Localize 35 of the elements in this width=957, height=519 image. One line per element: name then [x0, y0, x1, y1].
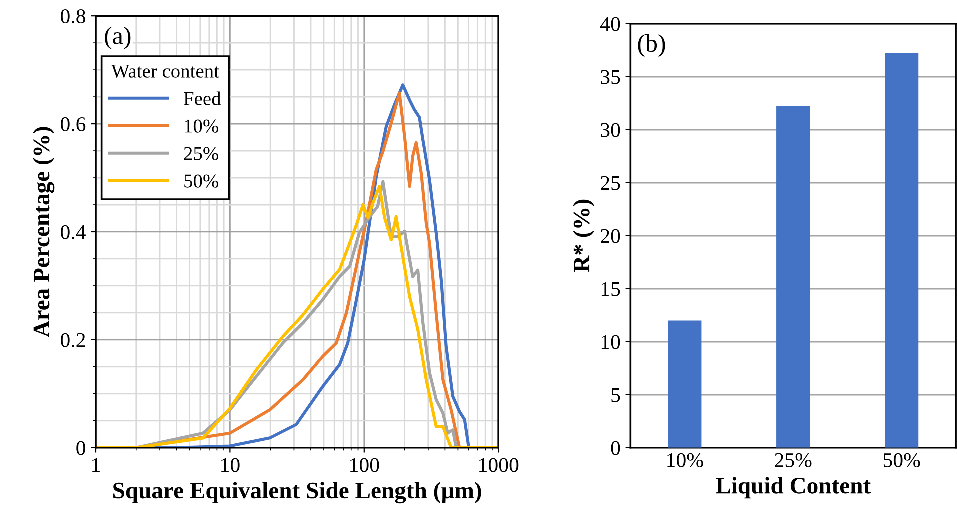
y-tick-label: 40 — [600, 17, 620, 32]
legend-title: Water content — [111, 65, 220, 78]
legend-label: 10% — [185, 120, 218, 133]
y-tick-label: 30 — [601, 123, 620, 138]
x-axis-title: Liquid Content — [716, 477, 871, 499]
x-tick-label: 1000 — [480, 458, 519, 472]
x-tick-label: 10% — [668, 453, 704, 468]
x-tick-label: 50% — [884, 453, 920, 468]
x-tick-label: 25% — [775, 453, 812, 468]
annotation: (a) — [105, 26, 131, 50]
y-axis-title: R* (%) — [573, 200, 595, 273]
y-tick-label: 10 — [602, 335, 620, 350]
bar — [885, 54, 919, 448]
bar — [668, 320, 702, 448]
x-tick-label: 10 — [222, 458, 240, 472]
y-tick-label: 0.6 — [61, 117, 86, 132]
bar — [776, 106, 810, 448]
y-tick-label: 0.8 — [61, 9, 86, 24]
y-tick-label: 0 — [611, 441, 620, 456]
y-axis-title: Area Percentage (%) — [33, 127, 55, 338]
y-tick-label: 15 — [602, 282, 620, 296]
x-tick-label: 1 — [92, 458, 100, 472]
legend-label: 50% — [184, 174, 218, 188]
legend-label: Feed — [184, 92, 222, 106]
y-tick-label: 0.2 — [61, 333, 86, 348]
y-tick-label: 20 — [601, 229, 620, 244]
x-axis-title: Square Equivalent Side Length (µm) — [114, 482, 482, 504]
x-tick-label: 100 — [350, 458, 380, 472]
y-tick-label: 5 — [612, 388, 620, 402]
legend-label: 25% — [184, 147, 218, 160]
annotation: (b) — [638, 34, 666, 58]
y-tick-label: 0 — [76, 441, 86, 456]
y-tick-label: 25 — [601, 176, 620, 190]
y-tick-label: 35 — [601, 70, 620, 84]
y-tick-label: 0.4 — [61, 225, 86, 240]
